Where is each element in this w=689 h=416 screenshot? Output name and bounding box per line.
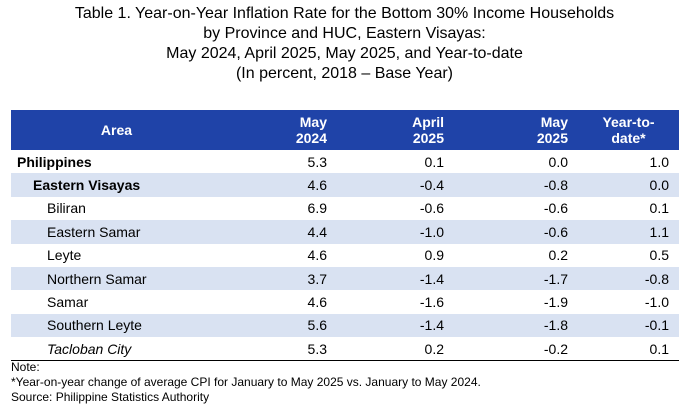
table-row: Eastern Samar 4.4 -1.0 -0.6 1.1 [11,220,679,244]
cell-year-to-date: 1.0 [649,153,669,170]
header-area: Area [100,122,133,138]
header-april-2025: April 2025 [337,110,454,150]
table-row: Northern Samar 3.7 -1.4 -1.7 -0.8 [11,266,679,291]
table-notes: Note: *Year-on-year change of average CP… [11,360,681,405]
cell-april-2025: -1.4 [419,270,444,287]
cell-year-to-date: 0.0 [649,177,669,194]
cell-may-2025: 0.0 [548,153,568,170]
row-area: Leyte [47,247,82,264]
row-area: Samar [47,294,89,311]
row-area: Eastern Visayas [33,177,141,194]
cell-may-2025: -1.7 [543,270,568,287]
cell-april-2025: -0.4 [419,177,444,194]
header-april-2025-line2: 2025 [412,130,444,146]
row-area: Northern Samar [47,270,147,287]
cell-may-2025: -1.9 [543,294,568,311]
header-ytd-line2: date* [611,130,646,146]
cell-year-to-date: -1.0 [644,294,669,311]
cell-may-2025: -0.2 [454,337,578,362]
cell-year-to-date: -0.8 [644,270,669,287]
table-header-row: Area May 2024 April 2025 May 2025 Year-t… [11,110,679,150]
cell-may-2024: 4.4 [307,223,327,240]
header-year-to-date: Year-to- date* [578,110,679,150]
cell-year-to-date: 0.1 [578,337,679,362]
cell-may-2024: 5.3 [222,337,337,362]
cell-april-2025: -1.6 [419,294,444,311]
cell-year-to-date: 0.5 [649,247,669,264]
cell-may-2024: 3.7 [307,270,327,287]
title-line-4: (In percent, 2018 – Base Year) [235,65,454,82]
source-line: Source: Philippine Statistics Authority [11,390,210,404]
header-may-2024: May 2024 [222,110,337,150]
cell-april-2025: 0.9 [424,247,444,264]
header-may-2025-line2: 2025 [536,130,568,146]
cell-may-2024: 5.3 [307,153,327,170]
note-label: Note: [11,360,40,374]
cell-may-2024: 6.9 [307,200,327,217]
header-may-2025-line1: May [540,114,568,130]
cell-may-2025: -0.8 [543,177,568,194]
cell-may-2024: 4.6 [307,177,327,194]
header-ytd-line1: Year-to- [602,114,655,130]
header-may-2025: May 2025 [454,110,578,150]
cell-may-2024: 5.6 [307,317,327,334]
header-may-2024-line2: 2024 [295,130,327,146]
title-line-1: Table 1. Year-on-Year Inflation Rate for… [74,5,615,22]
cell-april-2025: 0.1 [424,153,444,170]
cell-may-2024: 4.6 [307,294,327,311]
title-line-3: May 2024, April 2025, May 2025, and Year… [166,45,523,62]
table-row: Tacloban City 5.3 0.2 -0.2 0.1 [11,337,679,362]
cell-may-2025: 0.2 [548,247,568,264]
cell-april-2025: -1.0 [419,223,444,240]
cell-may-2025: -1.8 [543,317,568,334]
cell-may-2025: -0.6 [543,200,568,217]
table-row: Biliran 6.9 -0.6 -0.6 0.1 [11,197,679,220]
header-may-2024-line1: May [299,114,327,130]
row-area: Philippines [17,153,92,170]
table-row: Southern Leyte 5.6 -1.4 -1.8 -0.1 [11,313,679,338]
title-line-2: by Province and HUC, Eastern Visayas: [203,25,486,42]
footnote: *Year-on-year change of average CPI for … [11,375,481,389]
row-area: Southern Leyte [47,317,142,334]
cell-may-2025: -0.6 [543,223,568,240]
cell-april-2025: -1.4 [419,317,444,334]
cell-year-to-date: 1.1 [649,223,669,240]
row-area: Biliran [47,200,86,217]
table-title: Table 1. Year-on-Year Inflation Rate for… [0,4,689,84]
table-row: Samar 4.6 -1.6 -1.9 -1.0 [11,290,679,313]
cell-year-to-date: 0.1 [649,200,669,217]
table-row: Leyte 4.6 0.9 0.2 0.5 [11,244,679,267]
table-row: Philippines 5.3 0.1 0.0 1.0 [11,150,679,173]
cell-year-to-date: -0.1 [644,317,669,334]
cell-may-2024: 4.6 [307,247,327,264]
row-area: Eastern Samar [47,223,141,240]
cell-april-2025: 0.2 [337,337,454,362]
header-april-2025-line1: April [412,114,444,130]
row-area: Tacloban City [11,337,222,362]
table-row: Eastern Visayas 4.6 -0.4 -0.8 0.0 [11,173,679,197]
cell-april-2025: -0.6 [419,200,444,217]
inflation-table: Area May 2024 April 2025 May 2025 Year-t… [11,110,679,362]
